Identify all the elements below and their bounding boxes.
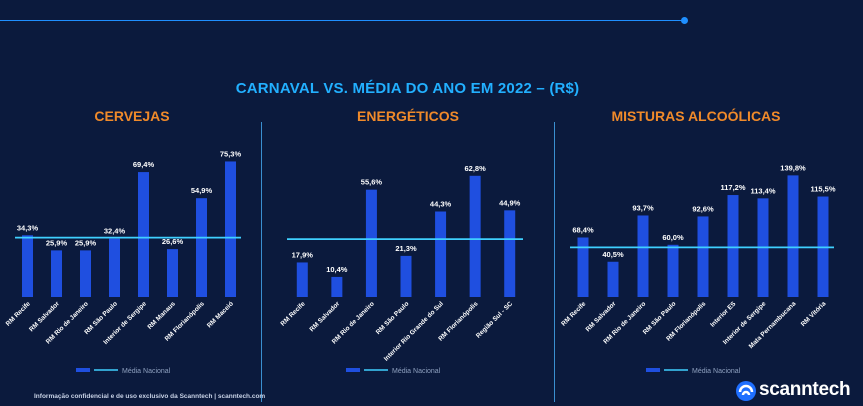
panel-2-category-label: RM São Paulo	[375, 300, 411, 336]
panel-3-category-label: RM Vitória	[800, 300, 828, 328]
panel-1-data-label: 32,4%	[104, 227, 126, 236]
panel-3-bar	[577, 237, 589, 297]
panel-2-bar	[435, 211, 447, 297]
panel-2-data-label: 55,6%	[361, 178, 383, 187]
panel-1-data-label: 25,9%	[46, 238, 68, 247]
panel-1-title: CERVEJAS	[94, 108, 169, 124]
panel-3-category-label: Interior ES	[709, 300, 738, 329]
panel-2-data-label: 44,3%	[430, 200, 452, 209]
brand-name: scanntech	[759, 379, 851, 400]
panel-3-data-label: 117,2%	[720, 183, 745, 192]
panel-3-data-label: 93,7%	[632, 203, 654, 212]
panel-1-data-label: 75,3%	[220, 149, 242, 158]
panel-3-bar	[787, 175, 799, 297]
panel-1-data-label: 69,4%	[133, 160, 155, 169]
panel-3-bar	[637, 215, 649, 297]
panel-2-bar	[296, 262, 308, 297]
panel-2-data-label: 44,9%	[499, 198, 521, 207]
panel-1-category-label: RM Manaus	[146, 300, 177, 331]
panel-3-bar	[607, 261, 619, 297]
page-title: CARNAVAL VS. MÉDIA DO ANO EM 2022 – (R$)	[235, 80, 580, 97]
panel-3-data-label: 113,4%	[750, 186, 775, 195]
panel-3-data-label: 40,5%	[602, 250, 624, 259]
panel-2-data-label: 21,3%	[395, 244, 417, 253]
panel-1-category-label: RM Maceió	[206, 300, 235, 329]
panel-3-category-label: RM Recife	[560, 300, 587, 327]
panel-2-data-label: 17,9%	[292, 250, 314, 259]
panel-1-legend-swatch-bar	[76, 368, 90, 372]
panel-3-category-label: RM Salvador	[585, 300, 618, 333]
panel-divider-1	[261, 122, 262, 402]
panel-2-legend-label: Média Nacional	[392, 368, 441, 375]
panel-3-bar	[727, 195, 739, 297]
brand-logo: scanntech	[735, 378, 855, 404]
panel-2-bar	[469, 175, 481, 297]
panel-3-bar	[697, 216, 709, 297]
panel-2-bar	[331, 276, 343, 297]
panel-1-legend-label: Média Nacional	[122, 368, 171, 375]
panel-3-data-label: 139,8%	[780, 163, 806, 172]
panel-divider-2	[554, 122, 555, 402]
panel-1-data-label: 34,3%	[17, 223, 39, 232]
panel-2-title: ENERGÉTICOS	[357, 108, 459, 124]
panel-1-category-label: RM Recife	[5, 300, 32, 327]
top-rule-dot	[681, 17, 688, 24]
panel-1-data-label: 54,9%	[191, 186, 213, 195]
panel-3-title: MISTURAS ALCOÓLICAS	[611, 107, 780, 124]
panel-3-data-label: 60,0%	[662, 233, 684, 242]
panel-1-bar	[138, 172, 149, 297]
panel-2-category-label: RM Recife	[280, 300, 307, 327]
panel-1-bar	[225, 161, 236, 297]
panel-2-bar	[365, 189, 377, 297]
panel-2-category-label: RM Salvador	[308, 300, 341, 333]
panel-1-bar	[22, 235, 33, 297]
panel-3-data-label: 92,6%	[692, 204, 714, 213]
footer-text: Informação confidencial e de uso exclusi…	[34, 393, 266, 400]
panel-2-bar	[504, 210, 516, 297]
panel-3-legend-label: Média Nacional	[692, 368, 741, 375]
panel-1-bar	[51, 250, 62, 297]
panel-3-data-label: 115,5%	[810, 185, 835, 194]
top-rule	[0, 20, 684, 21]
panel-2-data-label: 62,8%	[465, 164, 487, 173]
panel-1-bar	[80, 250, 91, 297]
scanntech-logo-icon	[736, 381, 756, 401]
panel-3-data-label: 68,4%	[572, 225, 594, 234]
panel-2-bar	[400, 255, 412, 297]
panel-1-bar	[109, 238, 120, 297]
panel-3-legend-swatch-bar	[646, 368, 660, 372]
panel-1-bar	[196, 198, 207, 297]
panel-2-category-label: Interior Rio Grande do Sul	[383, 300, 445, 362]
panel-2-data-label: 10,4%	[326, 265, 348, 274]
panel-1-data-label: 26,6%	[162, 237, 184, 246]
panel-1-bar	[167, 249, 178, 297]
panel-3-bar	[667, 244, 679, 297]
panel-2-category-label: Região Sul - SC	[475, 300, 514, 339]
panel-1-data-label: 25,9%	[75, 238, 97, 247]
panel-2-legend-swatch-bar	[346, 368, 360, 372]
